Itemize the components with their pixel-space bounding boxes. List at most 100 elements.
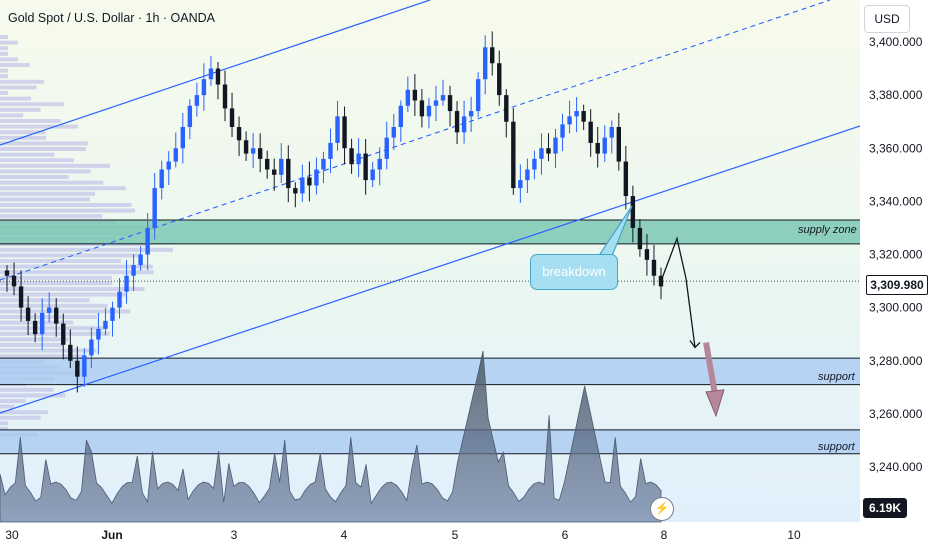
current-price-tag: 3,309.980 bbox=[866, 275, 928, 295]
candle-body bbox=[447, 95, 453, 112]
candle-body bbox=[356, 153, 361, 165]
volume-profile-bar bbox=[0, 247, 173, 252]
volume-profile-bar bbox=[0, 331, 110, 336]
price-axis-label: 3,320.000 bbox=[869, 248, 923, 262]
candle-body bbox=[201, 79, 207, 96]
volume-profile-bar bbox=[0, 387, 54, 392]
time-axis-label: 10 bbox=[787, 528, 801, 542]
price-axis-label: 3,380.000 bbox=[869, 88, 923, 102]
candle-body bbox=[39, 312, 45, 335]
projection-arrow-pink bbox=[703, 341, 719, 401]
candle-body bbox=[103, 320, 108, 329]
volume-profile-bar bbox=[0, 287, 145, 291]
supply-zone-label: supply zone bbox=[798, 224, 857, 236]
volume-profile-bar bbox=[0, 35, 8, 39]
volume-profile-bar bbox=[0, 410, 48, 415]
chart-title: Gold Spot / U.S. Dollar · 1h · OANDA bbox=[8, 11, 216, 25]
candle-body bbox=[222, 84, 228, 109]
volume-value-tag: 6.19K bbox=[863, 498, 907, 518]
breakdown-callout: breakdown bbox=[530, 254, 618, 290]
time-axis-label: 8 bbox=[661, 528, 668, 542]
volume-area bbox=[0, 350, 662, 523]
volume-profile-bar bbox=[0, 141, 88, 146]
candle-body bbox=[286, 158, 291, 189]
volume-profile-bar bbox=[0, 46, 8, 51]
time-axis-label: 6 bbox=[562, 528, 569, 542]
candle-body bbox=[187, 105, 193, 127]
candle-body bbox=[363, 153, 368, 181]
candle-body bbox=[117, 291, 122, 308]
volume-profile-bar bbox=[0, 113, 24, 118]
volume-profile-bar bbox=[0, 203, 132, 207]
volume-profile-bar bbox=[0, 303, 108, 308]
volume-profile-bar bbox=[0, 292, 127, 297]
candle-body bbox=[490, 47, 495, 64]
currency-selector[interactable]: USD bbox=[864, 5, 910, 33]
volume-profile-bar bbox=[0, 348, 97, 353]
candle-body bbox=[560, 124, 565, 138]
candle-body bbox=[257, 148, 263, 159]
candle-body bbox=[145, 227, 150, 255]
volume-profile-bar bbox=[0, 275, 112, 280]
candle-body bbox=[208, 68, 214, 80]
support-label-upper: support bbox=[818, 371, 855, 383]
candle-body bbox=[377, 158, 382, 170]
volume-profile-bar bbox=[0, 259, 121, 263]
volume-profile-bar bbox=[0, 281, 113, 286]
volume-profile-bar bbox=[0, 107, 41, 112]
candle-body bbox=[412, 89, 418, 101]
volume-profile-bar bbox=[0, 197, 90, 202]
candle-body bbox=[546, 148, 551, 154]
candle-body bbox=[504, 95, 509, 122]
candle-body bbox=[61, 323, 66, 345]
volume-profile-bar bbox=[0, 253, 140, 258]
candle-body bbox=[236, 127, 242, 141]
candle-body bbox=[279, 158, 284, 175]
time-axis-label: 4 bbox=[341, 528, 348, 542]
volume-profile-bar bbox=[0, 169, 91, 174]
channel-lower-line bbox=[0, 125, 861, 414]
volume-profile-bar bbox=[0, 96, 32, 101]
volume-profile-bar bbox=[0, 214, 103, 219]
volume-profile-bar bbox=[0, 343, 64, 347]
volume-profile-bar bbox=[0, 399, 26, 403]
candle-body bbox=[630, 196, 636, 228]
support-zone bbox=[0, 429, 860, 454]
price-axis-label: 3,280.000 bbox=[869, 354, 923, 368]
candle-body bbox=[300, 177, 305, 194]
candle-body bbox=[602, 137, 607, 154]
time-axis-label: 3 bbox=[231, 528, 238, 542]
time-axis-label: Jun bbox=[101, 528, 122, 542]
candle-body bbox=[342, 116, 347, 149]
candle-body bbox=[335, 116, 340, 143]
time-axis-label: 30 bbox=[5, 528, 19, 542]
candle-body bbox=[370, 169, 375, 181]
volume-profile-bar bbox=[0, 264, 153, 269]
volume-profile-bar bbox=[0, 393, 66, 398]
volume-profile-bar bbox=[0, 102, 65, 107]
volume-profile-bar bbox=[0, 298, 90, 303]
candle-body bbox=[623, 161, 629, 197]
candle-body bbox=[525, 169, 530, 181]
candle-body bbox=[482, 47, 488, 80]
candle-body bbox=[574, 111, 579, 117]
candle-body bbox=[328, 142, 333, 159]
projection-arrowhead bbox=[689, 340, 701, 349]
channel-mid-line bbox=[0, 0, 831, 281]
candle-body bbox=[384, 137, 389, 159]
candle-body bbox=[553, 137, 558, 154]
candle-body bbox=[405, 89, 411, 106]
candle-body bbox=[644, 249, 650, 260]
lightning-icon[interactable]: ⚡ bbox=[650, 497, 674, 521]
candle-body bbox=[138, 254, 143, 266]
volume-profile-bar bbox=[0, 337, 69, 342]
candle-body bbox=[349, 148, 354, 165]
candle-body bbox=[588, 121, 593, 143]
volume-profile-bar bbox=[0, 85, 37, 90]
candle-body bbox=[511, 121, 516, 189]
time-axis-label: 5 bbox=[452, 528, 459, 542]
candle-body bbox=[461, 116, 467, 133]
candle-body bbox=[229, 108, 235, 127]
candle-body bbox=[616, 127, 622, 162]
